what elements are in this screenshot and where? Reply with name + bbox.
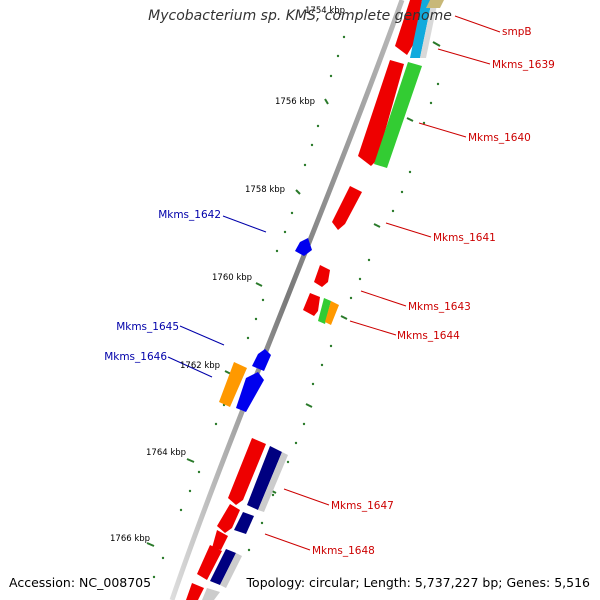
length-value: 5,737,227 bp [414, 575, 499, 590]
kbp-label-1758: 1758 kbp [245, 185, 285, 195]
genes-label: Genes: [506, 575, 551, 590]
topology-value: circular [309, 575, 356, 590]
gene-Mkms-1648[interactable] [217, 504, 240, 533]
gene-Mkms-1643[interactable] [314, 265, 330, 287]
topology-label: Topology: [246, 575, 306, 590]
label-Mkms-1648[interactable]: Mkms_1648 [312, 545, 375, 557]
kbp-label-1764: 1764 kbp [146, 448, 186, 458]
genome-stats: Topology: circular; Length: 5,737,227 bp… [246, 575, 590, 590]
gene-Mkms-1639[interactable] [358, 60, 404, 166]
map-title: Mycobacterium sp. KMS, complete genome [148, 8, 452, 24]
label-Mkms-1641[interactable]: Mkms_1641 [433, 232, 496, 244]
label-leader-lines [167, 15, 501, 551]
accession-info: Accession: NC_008705 [9, 575, 151, 590]
gene-Mkms-1640[interactable] [374, 62, 422, 168]
label-Mkms-1645[interactable]: Mkms_1645 [116, 321, 179, 333]
kbp-tick-labels: 1754 kbp 1756 kbp 1758 kbp 1760 kbp 1762… [110, 6, 345, 544]
gene-Mkms-1642[interactable] [295, 238, 312, 256]
gene-bottom-red-2[interactable] [197, 545, 222, 580]
gene-labels: smpB Mkms_1639 Mkms_1640 Mkms_1641 Mkms_… [104, 26, 555, 557]
gene-bottom-navy[interactable] [210, 549, 236, 585]
gene-Mkms-1643b[interactable] [303, 293, 320, 316]
gene-bottom-grey[interactable] [220, 553, 242, 588]
kbp-label-1756: 1756 kbp [275, 97, 315, 107]
label-Mkms-1647[interactable]: Mkms_1647 [331, 500, 394, 512]
gene-features [186, 0, 444, 600]
label-Mkms-1639[interactable]: Mkms_1639 [492, 59, 555, 71]
gene-Mkms-1646[interactable] [236, 372, 264, 412]
label-Mkms-1643[interactable]: Mkms_1643 [408, 301, 471, 313]
label-Mkms-1640[interactable]: Mkms_1640 [468, 132, 531, 144]
gene-bottom-red-3[interactable] [186, 583, 204, 600]
gene-Mkms-1648-navy[interactable] [234, 512, 254, 534]
gene-bottom-red-1[interactable] [212, 530, 228, 550]
outer-guide-dots [152, 35, 346, 579]
gene-bottom-grey-2[interactable] [202, 588, 220, 600]
genome-backbone [169, 0, 405, 600]
kbp-label-1766: 1766 kbp [110, 534, 150, 544]
gene-cyan[interactable] [410, 0, 432, 58]
kbp-label-1760: 1760 kbp [212, 273, 252, 283]
label-smpB[interactable]: smpB [502, 26, 532, 38]
gene-Mkms-1645[interactable] [252, 349, 271, 371]
gene-Mkms-1647-grey[interactable] [258, 452, 288, 512]
accession-label: Accession: [9, 575, 76, 590]
gene-Mkms-1641[interactable] [332, 186, 362, 230]
kbp-label-1762: 1762 kbp [180, 361, 220, 371]
genes-value: 5,516 [554, 575, 590, 590]
length-label: Length: [363, 575, 411, 590]
gene-Mkms-1647[interactable] [228, 438, 266, 505]
gene-Mkms-1647-navy[interactable] [247, 446, 282, 510]
gene-orange-1646[interactable] [219, 362, 247, 407]
label-Mkms-1642[interactable]: Mkms_1642 [158, 209, 221, 221]
gene-grey-top[interactable] [420, 0, 438, 58]
kbp-label-1754: 1754 kbp [305, 6, 345, 16]
gene-Mkms-1644-green[interactable] [318, 298, 331, 324]
accession-value: NC_008705 [79, 575, 152, 590]
inner-guide-dots [247, 82, 440, 552]
label-Mkms-1646[interactable]: Mkms_1646 [104, 351, 167, 363]
gene-olive[interactable] [426, 0, 444, 8]
label-Mkms-1644[interactable]: Mkms_1644 [397, 330, 460, 342]
gene-Mkms-1644-orange[interactable] [325, 301, 339, 325]
